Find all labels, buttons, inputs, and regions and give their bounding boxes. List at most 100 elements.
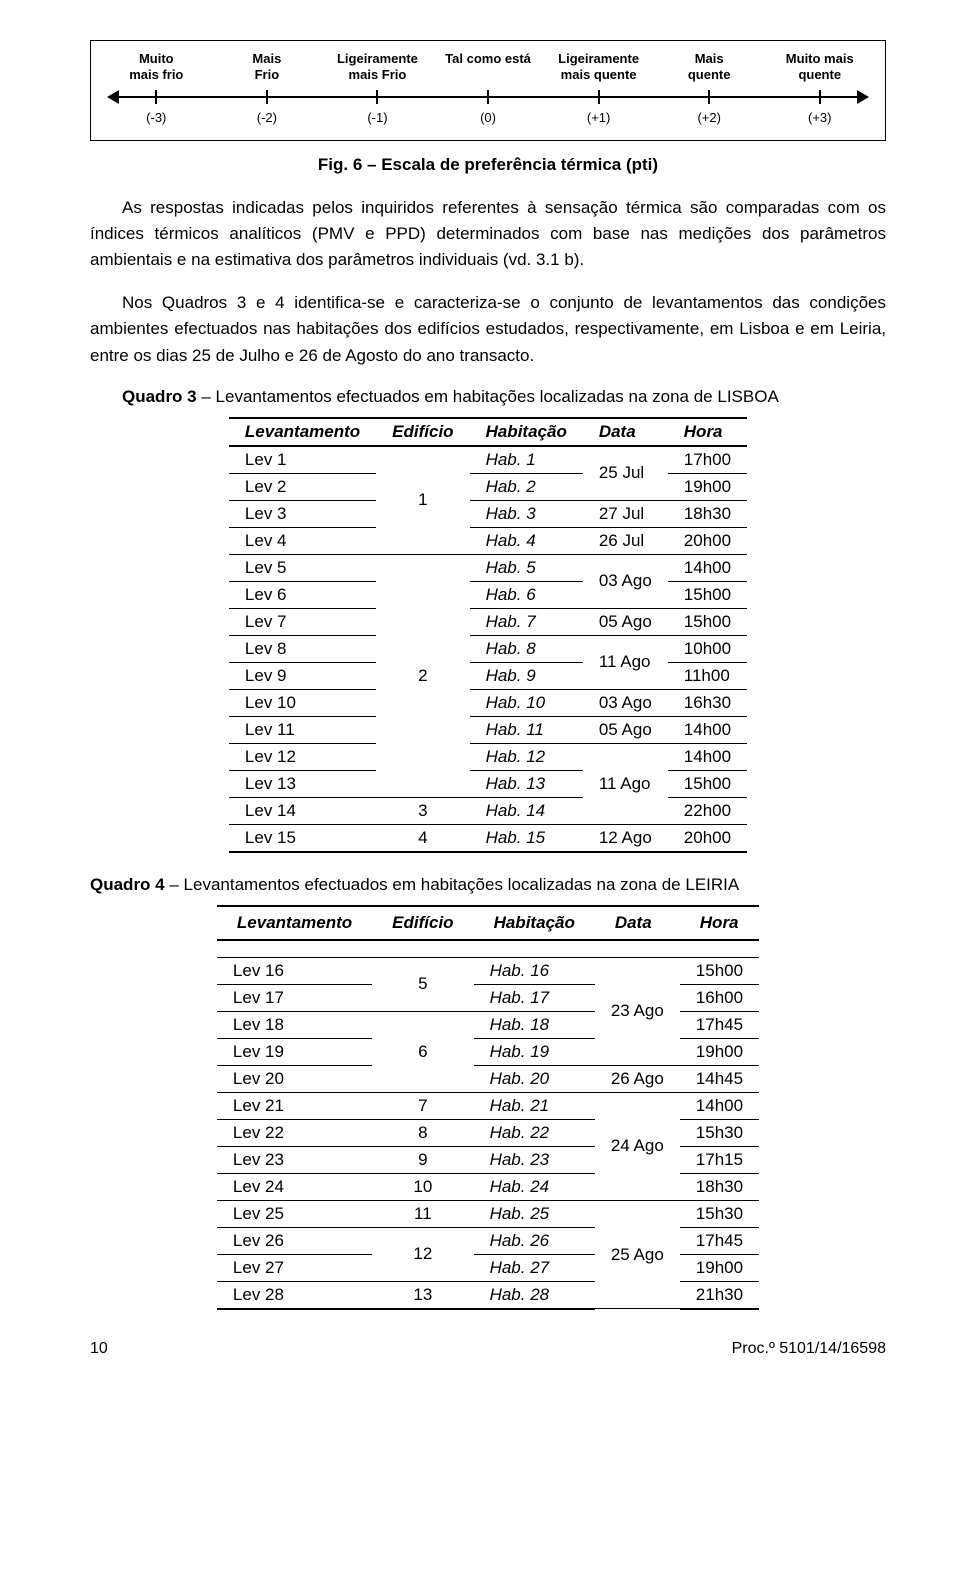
cell-hora: 19h00 bbox=[680, 1038, 759, 1065]
cell-hab: Hab. 20 bbox=[474, 1065, 595, 1092]
cell-hab: Hab. 27 bbox=[474, 1254, 595, 1281]
axis-tick bbox=[266, 90, 268, 104]
cell-hora: 15h00 bbox=[680, 957, 759, 984]
cell-lev: Lev 11 bbox=[229, 716, 376, 743]
scale-top-label: Muitomais frio bbox=[101, 51, 212, 82]
cell-data: 27 Jul bbox=[583, 500, 668, 527]
col-header: Habitação bbox=[474, 906, 595, 940]
cell-hab: Hab. 8 bbox=[470, 635, 583, 662]
cell-hora: 15h30 bbox=[680, 1200, 759, 1227]
paragraph-1: As respostas indicadas pelos inquiridos … bbox=[90, 195, 886, 274]
cell-lev: Lev 12 bbox=[229, 743, 376, 770]
col-header: Data bbox=[583, 418, 668, 446]
scale-axis bbox=[101, 86, 875, 108]
col-header: Hora bbox=[668, 418, 747, 446]
col-header: Data bbox=[595, 906, 680, 940]
col-header: Edifício bbox=[376, 418, 469, 446]
cell-lev: Lev 16 bbox=[217, 957, 372, 984]
cell-edif: 1 bbox=[376, 446, 469, 555]
quadro3-table: LevantamentoEdifícioHabitaçãoDataHoraLev… bbox=[229, 417, 747, 853]
cell-hora: 14h00 bbox=[668, 554, 747, 581]
cell-hora: 17h45 bbox=[680, 1227, 759, 1254]
cell-hab: Hab. 9 bbox=[470, 662, 583, 689]
cell-data: 26 Jul bbox=[583, 527, 668, 554]
cell-data: 25 Ago bbox=[595, 1200, 680, 1309]
cell-hab: Hab. 16 bbox=[474, 957, 595, 984]
cell-hora: 15h30 bbox=[680, 1119, 759, 1146]
scale-top-label: Muito maisquente bbox=[764, 51, 875, 82]
cell-data: 23 Ago bbox=[595, 957, 680, 1065]
table-row: Lev 4Hab. 426 Jul20h00 bbox=[229, 527, 747, 554]
cell-lev: Lev 20 bbox=[217, 1065, 372, 1092]
cell-edif: 6 bbox=[372, 1011, 473, 1092]
axis-tick bbox=[708, 90, 710, 104]
cell-hora: 18h30 bbox=[668, 500, 747, 527]
cell-data: 03 Ago bbox=[583, 554, 668, 608]
cell-hab: Hab. 24 bbox=[474, 1173, 595, 1200]
cell-hab: Hab. 7 bbox=[470, 608, 583, 635]
cell-lev: Lev 26 bbox=[217, 1227, 372, 1254]
cell-lev: Lev 27 bbox=[217, 1254, 372, 1281]
scale-top-label: Tal como está bbox=[433, 51, 544, 82]
axis-tick bbox=[155, 90, 157, 104]
cell-hora: 19h00 bbox=[680, 1254, 759, 1281]
cell-hab: Hab. 5 bbox=[470, 554, 583, 581]
cell-lev: Lev 1 bbox=[229, 446, 376, 474]
scale-bottom-label: (0) bbox=[433, 110, 544, 126]
cell-data: 11 Ago bbox=[583, 743, 668, 824]
cell-edif: 12 bbox=[372, 1227, 473, 1281]
table-row: Lev 154Hab. 1512 Ago20h00 bbox=[229, 824, 747, 852]
cell-hab: Hab. 22 bbox=[474, 1119, 595, 1146]
cell-hora: 18h30 bbox=[680, 1173, 759, 1200]
scale-top-label: MaisFrio bbox=[212, 51, 323, 82]
quadro3-title: Quadro 3 – Levantamentos efectuados em h… bbox=[90, 387, 886, 407]
cell-hora: 21h30 bbox=[680, 1281, 759, 1309]
cell-data: 03 Ago bbox=[583, 689, 668, 716]
cell-lev: Lev 2 bbox=[229, 473, 376, 500]
cell-data: 11 Ago bbox=[583, 635, 668, 689]
page-number: 10 bbox=[90, 1340, 108, 1358]
cell-hab: Hab. 10 bbox=[470, 689, 583, 716]
cell-data: 25 Jul bbox=[583, 446, 668, 501]
scale-bottom-label: (-2) bbox=[212, 110, 323, 126]
cell-lev: Lev 28 bbox=[217, 1281, 372, 1309]
cell-hab: Hab. 18 bbox=[474, 1011, 595, 1038]
quadro4-title: Quadro 4 – Levantamentos efectuados em h… bbox=[90, 875, 886, 895]
cell-lev: Lev 3 bbox=[229, 500, 376, 527]
cell-hab: Hab. 19 bbox=[474, 1038, 595, 1065]
cell-hora: 17h45 bbox=[680, 1011, 759, 1038]
cell-hora: 14h00 bbox=[668, 743, 747, 770]
cell-edif: 9 bbox=[372, 1146, 473, 1173]
table-row: Lev 12Hab. 1211 Ago14h00 bbox=[229, 743, 747, 770]
page: Muitomais frioMaisFrioLigeiramentemais F… bbox=[0, 0, 960, 1388]
table-row: Lev 6Hab. 615h00 bbox=[229, 581, 747, 608]
cell-lev: Lev 24 bbox=[217, 1173, 372, 1200]
cell-edif: 3 bbox=[376, 797, 469, 824]
cell-lev: Lev 22 bbox=[217, 1119, 372, 1146]
cell-edif: 11 bbox=[372, 1200, 473, 1227]
scale-top-label: Ligeiramentemais Frio bbox=[322, 51, 433, 82]
cell-lev: Lev 14 bbox=[229, 797, 376, 824]
cell-hora: 14h00 bbox=[680, 1092, 759, 1119]
table-row: Lev 7Hab. 705 Ago15h00 bbox=[229, 608, 747, 635]
axis-tick bbox=[598, 90, 600, 104]
cell-hab: Hab. 11 bbox=[470, 716, 583, 743]
cell-hora: 17h15 bbox=[680, 1146, 759, 1173]
table-row: Lev 10Hab. 1003 Ago16h30 bbox=[229, 689, 747, 716]
cell-edif: 13 bbox=[372, 1281, 473, 1309]
cell-hab: Hab. 23 bbox=[474, 1146, 595, 1173]
cell-hab: Hab. 28 bbox=[474, 1281, 595, 1309]
doc-reference: Proc.º 5101/14/16598 bbox=[732, 1340, 886, 1358]
cell-hora: 19h00 bbox=[668, 473, 747, 500]
cell-data: 24 Ago bbox=[595, 1092, 680, 1200]
cell-edif: 4 bbox=[376, 824, 469, 852]
table-row: Lev 9Hab. 911h00 bbox=[229, 662, 747, 689]
axis-tick bbox=[819, 90, 821, 104]
cell-hab: Hab. 4 bbox=[470, 527, 583, 554]
cell-hora: 20h00 bbox=[668, 527, 747, 554]
cell-hab: Hab. 15 bbox=[470, 824, 583, 852]
page-footer: 10 Proc.º 5101/14/16598 bbox=[90, 1340, 886, 1358]
scale-labels-bottom: (-3)(-2)(-1)(0)(+1)(+2)(+3) bbox=[101, 110, 875, 126]
cell-lev: Lev 25 bbox=[217, 1200, 372, 1227]
thermal-scale-box: Muitomais frioMaisFrioLigeiramentemais F… bbox=[90, 40, 886, 141]
